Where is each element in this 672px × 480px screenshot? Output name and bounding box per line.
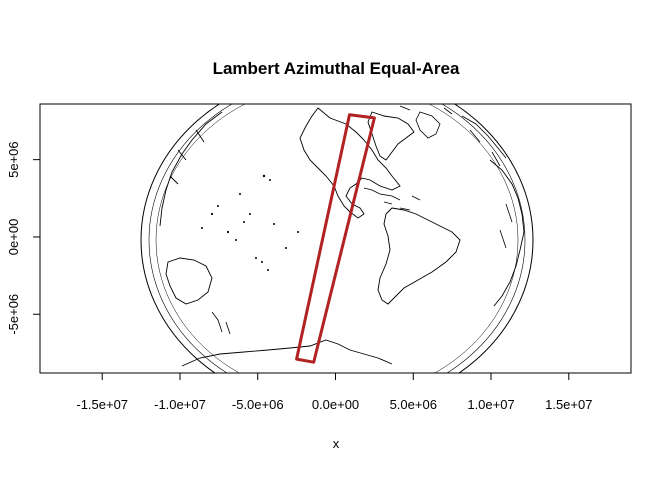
coastline-asia-limb — [159, 111, 223, 227]
y-axis: -5e+06 0e+00 5e+06 — [6, 141, 41, 335]
coastline-europe-limb — [461, 115, 513, 249]
coastline-south-america — [377, 207, 461, 305]
coastline-north-america — [299, 107, 401, 219]
coastline-antarctica — [181, 339, 393, 367]
map-layer — [140, 104, 534, 373]
x-tick-label: 0.0e+00 — [312, 397, 359, 412]
x-tick-label: -5.0e+06 — [232, 397, 284, 412]
coastline-north-america-east — [367, 111, 415, 161]
y-tick-label: -5e+06 — [6, 294, 21, 335]
y-tick-label: 5e+06 — [6, 141, 21, 178]
coastline-australia — [165, 257, 213, 305]
coastline-caribbean — [363, 187, 421, 211]
x-tick-label: -1.0e+07 — [154, 397, 206, 412]
coastline-greenland — [399, 105, 453, 139]
globe-outline — [140, 104, 534, 373]
x-axis: -1.5e+07 -1.0e+07 -5.0e+06 0.0e+00 5.0e+06 1.… — [76, 372, 592, 412]
chart-title: Lambert Azimuthal Equal-Area — [213, 59, 460, 78]
pacific-islands — [201, 174, 299, 271]
x-tick-label: 1.5e+07 — [545, 397, 592, 412]
x-tick-label: 1.0e+07 — [467, 397, 514, 412]
globe-limb-ring — [148, 104, 526, 373]
y-tick-label: 0e+00 — [6, 219, 21, 256]
x-tick-label: -1.5e+07 — [76, 397, 128, 412]
globe-limb-ring — [155, 104, 519, 373]
coastline-africa-limb — [489, 159, 525, 307]
highlight-region-box — [295, 113, 376, 364]
x-axis-label: x — [333, 436, 340, 451]
coastline-new-zealand — [211, 311, 231, 335]
x-tick-label: 5.0e+06 — [390, 397, 437, 412]
plot-frame — [39, 103, 632, 374]
